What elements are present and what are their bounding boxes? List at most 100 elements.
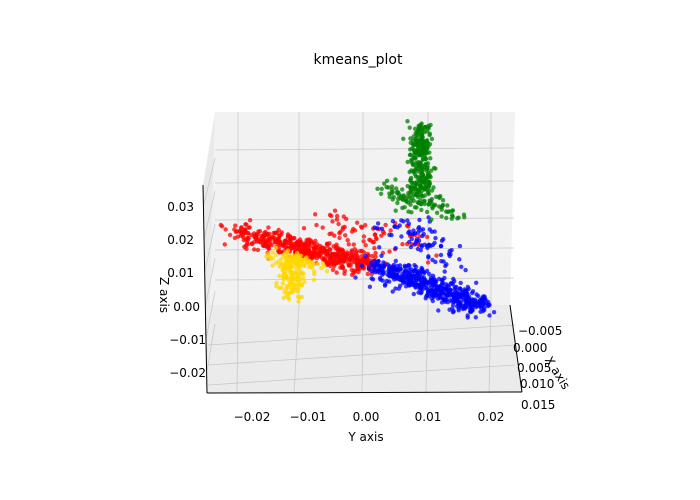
scatter-point: [393, 258, 398, 264]
scatter-point: [422, 277, 428, 282]
scatter-point: [400, 187, 405, 192]
scatter-point: [321, 249, 327, 254]
scatter-point: [387, 194, 392, 200]
grid-line: [207, 324, 516, 346]
x-axis-line: [509, 304, 523, 393]
scatter-point: [381, 260, 386, 265]
scatter-point: [402, 263, 407, 268]
z-tick-label: 0.01: [167, 266, 194, 280]
scatter-point: [337, 235, 342, 241]
scatter-point: [451, 291, 457, 296]
scatter-point: [363, 243, 368, 248]
scatter-point: [442, 269, 447, 274]
scatter-point: [342, 271, 347, 276]
scatter-point: [325, 249, 330, 254]
scatter-point: [393, 286, 398, 291]
scatter-point: [296, 299, 301, 304]
z-tick-label: −0.02: [169, 366, 206, 380]
scatter-point: [238, 225, 244, 231]
scatter-point: [406, 221, 412, 226]
scatter-point: [427, 271, 432, 277]
scatter-point: [358, 248, 363, 254]
scatter-point: [408, 277, 413, 282]
scatter-point: [270, 250, 275, 255]
scatter-point: [247, 218, 253, 223]
scatter-point: [320, 261, 325, 266]
scatter-point: [259, 233, 264, 239]
scatter-point: [366, 266, 372, 271]
scatter-point: [367, 237, 372, 242]
scatter-point: [329, 231, 334, 236]
scatter-point: [306, 247, 311, 252]
scatter-point: [358, 259, 364, 264]
scatter-point: [412, 184, 418, 189]
scatter-point: [233, 223, 238, 228]
scatter-point: [394, 186, 399, 191]
scatter-point: [357, 266, 362, 272]
scatter-point: [413, 282, 418, 288]
scatter-point: [381, 271, 386, 276]
scatter-point: [407, 152, 413, 158]
scatter-point: [295, 294, 301, 299]
scatter-point: [444, 215, 449, 221]
scatter-point: [281, 295, 286, 301]
scatter-point: [440, 283, 445, 289]
scatter-point: [415, 179, 420, 184]
scatter-point: [348, 263, 353, 268]
scatter-point: [429, 277, 435, 283]
scatter-point: [407, 239, 412, 245]
scatter-point: [416, 159, 421, 165]
scatter-point: [417, 284, 423, 289]
scatter-point: [450, 302, 456, 308]
scatter-point: [405, 218, 410, 223]
scatter-point: [424, 145, 429, 151]
scatter-point: [301, 275, 306, 280]
y-tick-label: 0.01: [415, 410, 442, 424]
scatter-point: [379, 253, 384, 258]
scatter-point: [246, 236, 251, 241]
scatter-point: [396, 286, 402, 291]
scatter-point: [425, 280, 430, 285]
scatter-point: [486, 299, 491, 305]
scatter-point: [383, 282, 388, 287]
scatter-point: [438, 252, 444, 258]
scatter-point: [431, 293, 436, 298]
scatter-point: [406, 283, 412, 288]
scatter-point: [361, 250, 367, 255]
scatter-point: [465, 315, 470, 320]
scatter-point: [311, 277, 317, 282]
scatter-point: [294, 255, 299, 261]
scatter-point: [408, 185, 413, 190]
scatter-point: [419, 153, 425, 158]
scatter-point: [445, 300, 450, 305]
scatter-point: [261, 243, 267, 249]
scatter-point: [451, 294, 457, 300]
scatter-point: [408, 202, 413, 207]
scatter-point: [445, 209, 451, 214]
scatter-point: [280, 281, 285, 286]
scatter-point: [421, 231, 426, 237]
scatter-point: [344, 252, 349, 257]
scatter-point: [422, 162, 428, 168]
scatter-point: [344, 216, 349, 222]
scatter-point: [487, 313, 492, 318]
scatter-point: [387, 249, 392, 254]
scatter-point: [321, 245, 326, 250]
scatter-point: [351, 226, 356, 232]
scatter-point: [232, 227, 237, 232]
scatter-point: [375, 261, 380, 266]
axis-lines: [202, 184, 523, 394]
scatter-point: [457, 243, 463, 249]
scatter-point: [299, 294, 304, 300]
scatter-point: [419, 290, 424, 295]
scatter-point: [249, 232, 254, 238]
scatter-point: [424, 286, 429, 291]
scatter-point: [436, 308, 441, 313]
scatter-point: [458, 280, 463, 286]
scatter-point: [277, 273, 282, 279]
scatter-point: [410, 195, 415, 200]
scatter-point: [412, 231, 418, 236]
scatter-point: [276, 250, 282, 255]
scatter-point: [340, 264, 345, 269]
scatter-point: [420, 166, 426, 172]
